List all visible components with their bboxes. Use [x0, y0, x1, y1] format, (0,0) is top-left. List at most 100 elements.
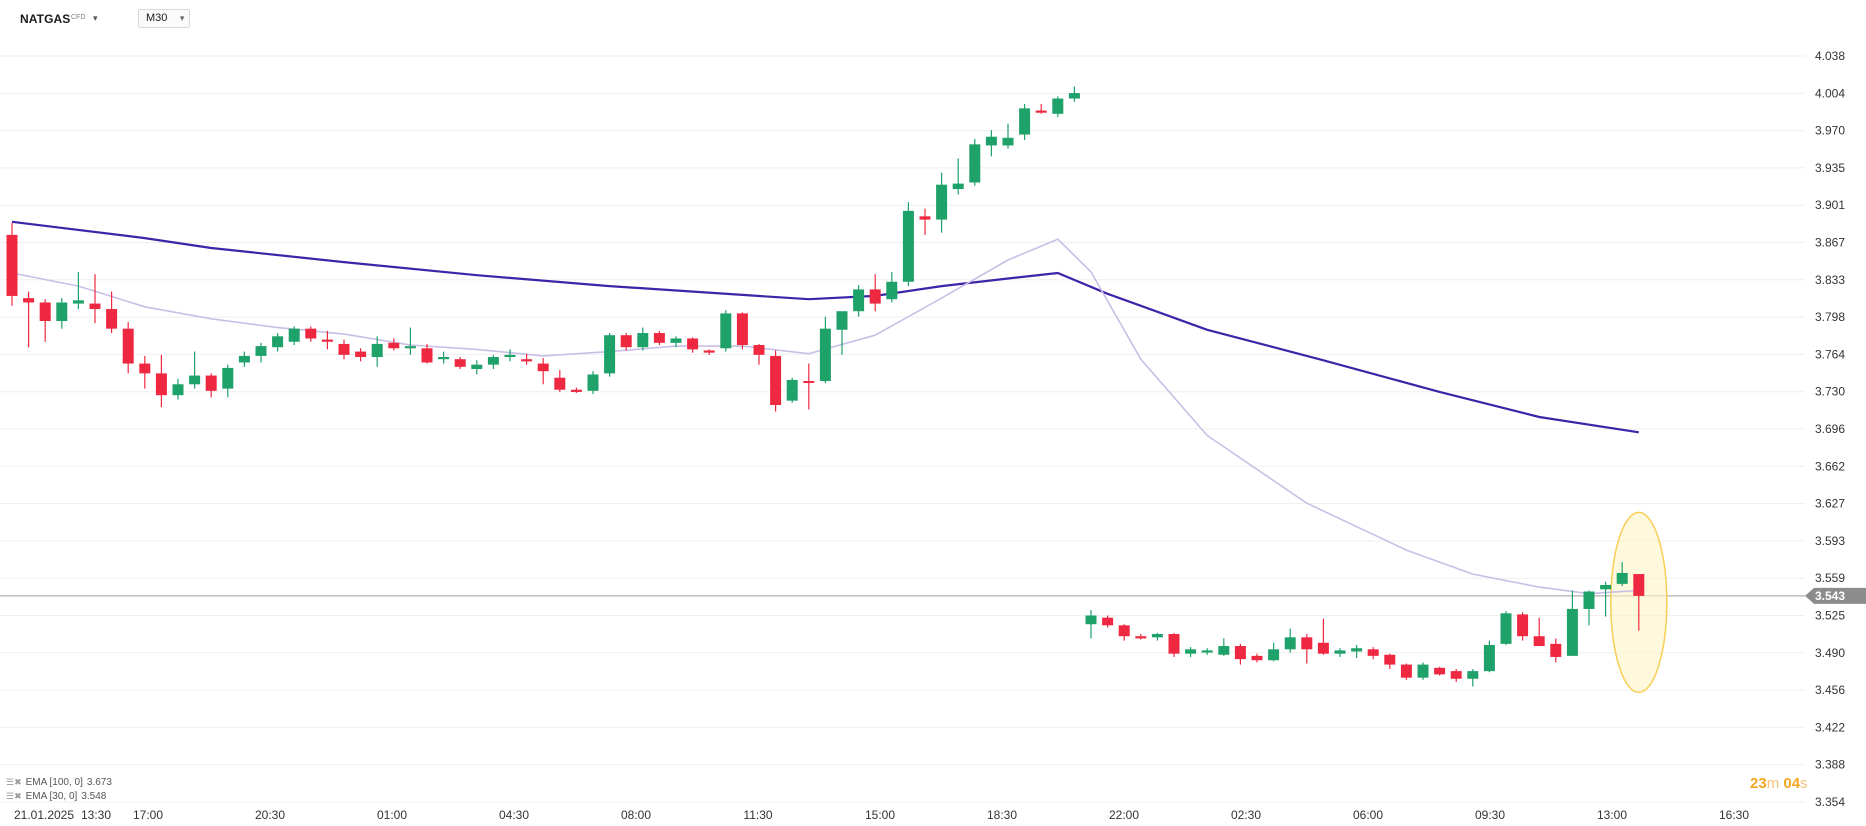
- candle[interactable]: [388, 338, 400, 351]
- candle[interactable]: [438, 351, 450, 364]
- candle[interactable]: [620, 333, 632, 351]
- candle[interactable]: [155, 354, 167, 408]
- candle[interactable]: [1052, 96, 1064, 118]
- candle[interactable]: [1434, 666, 1446, 676]
- candle[interactable]: [1317, 618, 1329, 655]
- candle[interactable]: [720, 310, 732, 352]
- candle[interactable]: [1417, 662, 1429, 680]
- candle[interactable]: [819, 316, 831, 384]
- candle[interactable]: [1234, 643, 1246, 665]
- candle[interactable]: [1550, 638, 1562, 663]
- candle[interactable]: [1068, 86, 1080, 102]
- candle[interactable]: [836, 311, 848, 355]
- candle[interactable]: [1102, 615, 1114, 628]
- candle[interactable]: [637, 327, 649, 351]
- candle[interactable]: [1019, 103, 1031, 140]
- candle[interactable]: [6, 222, 18, 306]
- candle[interactable]: [1251, 653, 1263, 663]
- candle[interactable]: [222, 364, 234, 398]
- candle[interactable]: [1351, 644, 1363, 659]
- candle[interactable]: [321, 330, 333, 350]
- candle[interactable]: [205, 373, 217, 398]
- candle[interactable]: [1201, 648, 1213, 655]
- candle[interactable]: [238, 351, 250, 367]
- candle[interactable]: [1616, 562, 1628, 587]
- candle[interactable]: [255, 342, 267, 363]
- candle[interactable]: [1185, 647, 1197, 657]
- candle[interactable]: [687, 337, 699, 353]
- candle[interactable]: [89, 274, 101, 324]
- candle[interactable]: [139, 355, 151, 389]
- candle[interactable]: [770, 350, 782, 412]
- candle[interactable]: [487, 354, 499, 370]
- candle[interactable]: [670, 336, 682, 348]
- candle[interactable]: [504, 349, 516, 362]
- candle[interactable]: [1151, 632, 1163, 641]
- settings-icon[interactable]: ☰✖: [6, 777, 22, 787]
- candle[interactable]: [1367, 647, 1379, 660]
- candle[interactable]: [305, 326, 317, 342]
- candle[interactable]: [587, 371, 599, 395]
- candle[interactable]: [56, 298, 68, 329]
- candle[interactable]: [753, 343, 765, 365]
- candle[interactable]: [189, 351, 201, 389]
- candle[interactable]: [1035, 103, 1047, 114]
- candle[interactable]: [919, 208, 931, 235]
- candle[interactable]: [1135, 634, 1147, 640]
- candle[interactable]: [1500, 611, 1512, 645]
- candle[interactable]: [1517, 612, 1529, 641]
- candle[interactable]: [703, 349, 715, 355]
- candle[interactable]: [952, 158, 964, 195]
- candle[interactable]: [1583, 590, 1595, 626]
- symbol-name[interactable]: NATGAS: [20, 12, 71, 26]
- candle[interactable]: [338, 339, 350, 360]
- candle[interactable]: [537, 358, 549, 385]
- candle[interactable]: [1085, 610, 1097, 639]
- candle[interactable]: [1483, 640, 1495, 673]
- candle[interactable]: [172, 378, 184, 400]
- candle[interactable]: [554, 370, 566, 392]
- candle[interactable]: [736, 312, 748, 350]
- settings-icon[interactable]: ☰✖: [6, 791, 22, 801]
- candle[interactable]: [371, 336, 383, 367]
- candle[interactable]: [471, 360, 483, 375]
- candle[interactable]: [1450, 668, 1462, 683]
- candle[interactable]: [1400, 663, 1412, 680]
- candle[interactable]: [786, 377, 798, 403]
- candle[interactable]: [803, 363, 815, 410]
- candle[interactable]: [936, 172, 948, 233]
- candle[interactable]: [1002, 123, 1014, 149]
- candle[interactable]: [421, 343, 433, 364]
- candle[interactable]: [869, 274, 881, 312]
- candle[interactable]: [1566, 590, 1578, 656]
- candle[interactable]: [72, 271, 84, 310]
- candle[interactable]: [1168, 632, 1180, 657]
- candle[interactable]: [272, 333, 284, 352]
- candle[interactable]: [1600, 581, 1612, 617]
- timeframe-select[interactable]: M30 ▾: [138, 9, 191, 28]
- candle[interactable]: [288, 326, 300, 346]
- candle[interactable]: [1334, 648, 1346, 657]
- candle[interactable]: [1467, 668, 1479, 687]
- candle[interactable]: [604, 333, 616, 377]
- candle[interactable]: [1533, 617, 1545, 647]
- candle[interactable]: [1118, 624, 1130, 641]
- candle[interactable]: [853, 285, 865, 317]
- candle[interactable]: [570, 387, 582, 394]
- candle[interactable]: [39, 299, 51, 342]
- candle[interactable]: [454, 357, 466, 370]
- candle[interactable]: [404, 327, 416, 355]
- candle[interactable]: [1284, 628, 1296, 653]
- candle[interactable]: [969, 138, 981, 186]
- candle[interactable]: [355, 348, 367, 362]
- candle[interactable]: [653, 330, 665, 346]
- candle[interactable]: [1218, 638, 1230, 656]
- candle[interactable]: [23, 291, 35, 348]
- candle[interactable]: [106, 291, 118, 334]
- candle[interactable]: [1268, 642, 1280, 662]
- candle[interactable]: [122, 322, 134, 374]
- candle[interactable]: [521, 353, 533, 365]
- symbol-dropdown-icon[interactable]: ▾: [93, 13, 98, 23]
- candle[interactable]: [1633, 574, 1645, 631]
